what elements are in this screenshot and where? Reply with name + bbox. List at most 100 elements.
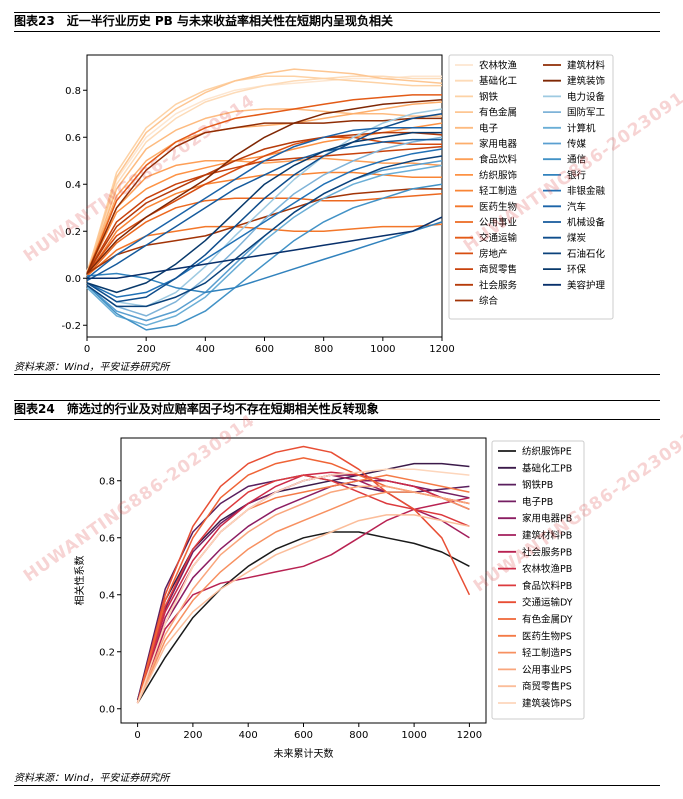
chart24-legend-label: 商贸零售PS bbox=[522, 681, 572, 693]
chart23-xtick-label: 0 bbox=[84, 344, 90, 355]
chart23-plot-frame bbox=[86, 54, 443, 338]
chart24-series-line bbox=[136, 485, 470, 704]
chart23-xtick-label: 200 bbox=[137, 344, 156, 355]
chart23-legend-label: 机械设备 bbox=[567, 217, 606, 229]
chart23-series-line bbox=[86, 101, 443, 274]
chart23-legend-label: 食品饮料 bbox=[479, 154, 518, 166]
chart24-ytick-label: 0.4 bbox=[99, 590, 115, 601]
chart23-series-line bbox=[87, 216, 443, 280]
chart24-legend-label: 电子PB bbox=[522, 496, 553, 508]
chart23-ytick-label: 0.8 bbox=[65, 86, 81, 97]
chart23-legend-label: 非银金融 bbox=[567, 185, 606, 197]
chart24-xtick-label: 600 bbox=[294, 730, 313, 741]
chart24-ytick-label: 0.2 bbox=[99, 647, 115, 658]
chart23-legend-label: 环保 bbox=[567, 264, 587, 276]
chart23-series-line bbox=[86, 75, 442, 272]
chart23-legend-label: 公用事业 bbox=[479, 217, 517, 229]
chart24-legend-frame bbox=[491, 440, 585, 720]
chart23-ytick-label: 0.2 bbox=[65, 227, 81, 238]
chart24-ylabel: 相关性系数 bbox=[73, 556, 86, 606]
chart24-legend-label: 公用事业PS bbox=[522, 664, 572, 676]
chart24-legend-label: 建筑装饰PS bbox=[522, 698, 572, 710]
chart23-series-line bbox=[86, 136, 443, 317]
chart24-legend-label: 社会服务PB bbox=[522, 546, 572, 558]
figure24-number: 图表24 bbox=[14, 402, 55, 416]
chart24-xtick-label: 800 bbox=[349, 730, 368, 741]
chart24-plot-frame bbox=[120, 437, 487, 724]
chart23-legend-label: 综合 bbox=[479, 295, 499, 307]
chart23-series-line bbox=[86, 164, 443, 327]
chart23-series-line bbox=[86, 183, 443, 331]
chart24-legend-label: 医药生物PS bbox=[522, 630, 572, 642]
chart23-legend-label: 商贸零售 bbox=[479, 264, 517, 276]
chart24-legend-label: 基础化工PB bbox=[522, 462, 572, 474]
chart24-ytick-label: 0.8 bbox=[99, 476, 115, 487]
chart23-legend-label: 美容护理 bbox=[567, 279, 606, 291]
figure23-title: 近一半行业历史 PB 与未来收益率相关性在短期内呈现负相关 bbox=[66, 14, 394, 28]
chart23-legend-label: 传媒 bbox=[567, 138, 587, 150]
chart23-ytick-label: 0.4 bbox=[65, 180, 81, 191]
chart23-xtick-label: 1000 bbox=[370, 344, 395, 355]
chart24-legend-label: 钢铁PB bbox=[522, 479, 553, 491]
chart24-series-line bbox=[136, 445, 471, 704]
chart23-xtick-label: 800 bbox=[314, 344, 333, 355]
chart23-series-line bbox=[86, 68, 443, 274]
chart24-xlabel: 未来累计天数 bbox=[274, 747, 334, 760]
chart23-legend-label: 房地产 bbox=[479, 248, 508, 260]
chart23-legend-label: 煤炭 bbox=[567, 232, 587, 244]
chart23-legend-label: 银行 bbox=[567, 169, 587, 181]
figure24-header: 图表24 筛选过的行业及对应赔率因子均不存在短期相关性反转现象 bbox=[14, 400, 660, 420]
chart23-legend-label: 纺织服饰 bbox=[479, 169, 517, 181]
chart23-ytick-label: 0.0 bbox=[65, 274, 81, 285]
chart24-series-line bbox=[136, 514, 470, 704]
chart24-series-line bbox=[136, 468, 470, 704]
chart23-legend-label: 建筑材料 bbox=[567, 60, 606, 72]
chart23-legend-label: 通信 bbox=[567, 154, 586, 166]
chart23-legend-frame bbox=[448, 54, 614, 320]
chart23-legend-label: 钢铁 bbox=[479, 91, 499, 103]
chart23-series-line bbox=[86, 108, 442, 274]
chart23-legend-label: 社会服务 bbox=[479, 279, 518, 291]
chart24-series-line bbox=[136, 531, 470, 704]
chart23-series-line bbox=[86, 131, 442, 294]
chart23-legend-label: 建筑装饰 bbox=[567, 75, 605, 87]
chart23-legend-label: 电子 bbox=[479, 122, 499, 134]
chart-24: 0 200 400 600 800 1000 1200 0.0 0.2 0.4 0.6 0.8 未来累计… bbox=[73, 437, 585, 760]
chart24-ytick-label: 0.0 bbox=[99, 704, 115, 715]
chart24-legend-label: 轻工制造PS bbox=[522, 647, 572, 659]
chart23-legend-label: 医药生物 bbox=[479, 201, 518, 213]
chart23-series-line bbox=[86, 98, 443, 275]
chart23-xtick-label: 400 bbox=[196, 344, 215, 355]
chart23-series-line bbox=[86, 157, 443, 274]
chart24-xtick-label: 1200 bbox=[457, 730, 482, 741]
chart24-legend-label: 交通运输DY bbox=[522, 597, 573, 609]
chart23-legend-label: 石油石化 bbox=[567, 248, 606, 260]
chart23-series-line bbox=[86, 75, 442, 274]
chart23-series-line bbox=[86, 131, 443, 274]
chart23-series-line bbox=[86, 155, 443, 308]
chart24-legend-label: 食品饮料PB bbox=[522, 580, 572, 592]
figure24-source: 资料来源：Wind，平安证券研究所 bbox=[14, 772, 660, 786]
chart24-xtick-label: 200 bbox=[183, 730, 202, 741]
chart23-series-line bbox=[86, 117, 442, 274]
chart24-legend-label: 家用电器PB bbox=[522, 513, 572, 525]
figure24-title: 筛选过的行业及对应赔率因子均不存在短期相关性反转现象 bbox=[66, 402, 379, 416]
chart23-xtick-label: 600 bbox=[255, 344, 274, 355]
chart23-legend-label: 基础化工 bbox=[479, 75, 518, 87]
figure23-number: 图表23 bbox=[14, 14, 55, 28]
chart23-legend-label: 有色金属 bbox=[479, 107, 517, 119]
chart23-legend-label: 电力设备 bbox=[567, 91, 606, 103]
chart23-series-line bbox=[86, 138, 442, 282]
chart23-ytick-label: -0.2 bbox=[61, 321, 81, 332]
chart24-legend-label: 建筑材料PB bbox=[522, 530, 572, 542]
chart23-legend-label: 农林牧渔 bbox=[479, 60, 518, 72]
chart23-legend-label: 汽车 bbox=[567, 201, 586, 213]
chart24-ytick-label: 0.6 bbox=[99, 533, 115, 544]
figure23-header: 图表23 近一半行业历史 PB 与未来收益率相关性在短期内呈现负相关 bbox=[14, 12, 660, 32]
chart24-legend-label: 纺织服饰PE bbox=[522, 446, 572, 458]
chart23-series-line bbox=[86, 148, 443, 298]
chart23-xtick-label: 1200 bbox=[429, 344, 454, 355]
chart23-legend-label: 交通运输 bbox=[479, 232, 518, 244]
chart23-legend-label: 轻工制造 bbox=[479, 185, 518, 197]
chart23-legend-label: 计算机 bbox=[567, 122, 596, 134]
